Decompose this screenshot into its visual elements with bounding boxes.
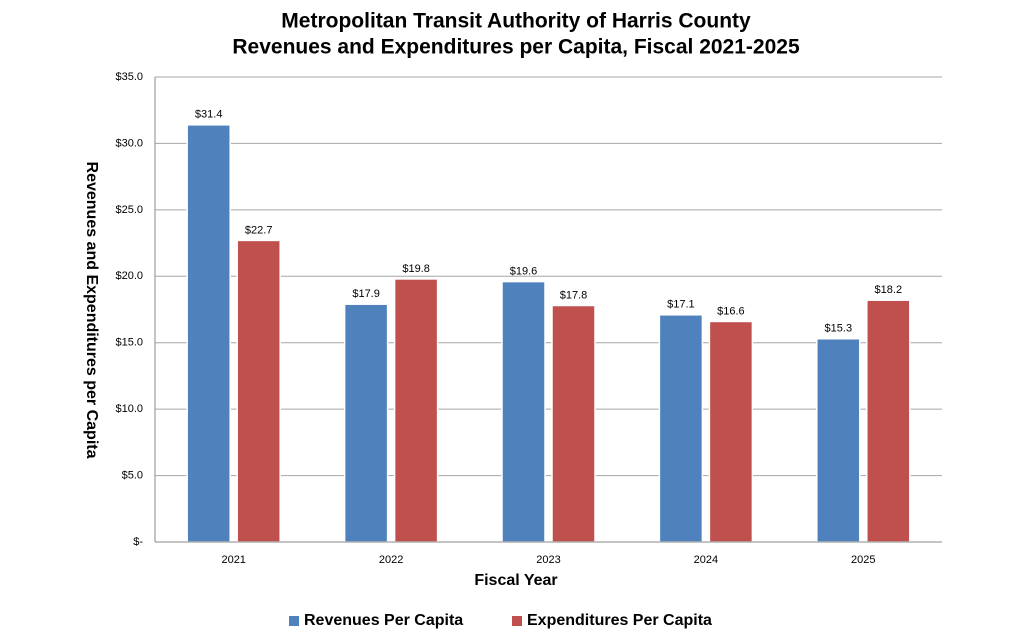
bar	[551, 304, 596, 543]
bar	[658, 314, 704, 543]
y-tick-label: $-	[133, 536, 143, 548]
value-label: $17.9	[352, 288, 380, 300]
value-label: $17.1	[667, 299, 695, 311]
x-tick-label: 2023	[536, 554, 560, 566]
value-label: $17.8	[560, 289, 588, 301]
value-label: $16.6	[717, 305, 745, 317]
bar	[501, 280, 546, 543]
x-tick-label: 2025	[851, 554, 875, 566]
x-tick-label: 2022	[379, 554, 403, 566]
legend-label: Expenditures Per Capita	[527, 612, 712, 629]
y-tick-label: $25.0	[115, 204, 143, 216]
legend-swatch	[289, 616, 299, 626]
y-tick-label: $35.0	[115, 71, 143, 83]
x-tick-label: 2024	[694, 554, 718, 566]
legend-swatch	[512, 616, 522, 626]
y-tick-label: $5.0	[122, 469, 143, 481]
value-label: $31.4	[195, 109, 223, 121]
bar	[186, 124, 231, 543]
value-label: $22.7	[245, 224, 273, 236]
value-label: $18.2	[875, 284, 903, 296]
value-label: $15.3	[825, 323, 853, 335]
value-label: $19.6	[510, 266, 538, 278]
legend-label: Revenues Per Capita	[304, 612, 463, 629]
y-tick-label: $10.0	[115, 403, 143, 415]
y-tick-label: $15.0	[115, 337, 143, 349]
bar	[816, 337, 861, 543]
x-axis-title: Fiscal Year	[474, 572, 557, 589]
x-tick-label: 2021	[221, 554, 245, 566]
y-tick-label: $30.0	[115, 137, 143, 149]
bar	[393, 278, 439, 543]
chart-title: Metropolitan Transit Authority of Harris…	[281, 10, 751, 33]
value-label: $19.8	[402, 263, 430, 275]
bar	[343, 303, 389, 543]
bar	[236, 239, 281, 543]
y-tick-label: $20.0	[115, 270, 143, 282]
chart-subtitle: Revenues and Expenditures per Capita, Fi…	[232, 36, 800, 59]
bar	[708, 320, 754, 543]
y-axis-title: Revenues and Expenditures per Capita	[83, 162, 100, 459]
bar	[866, 299, 911, 543]
